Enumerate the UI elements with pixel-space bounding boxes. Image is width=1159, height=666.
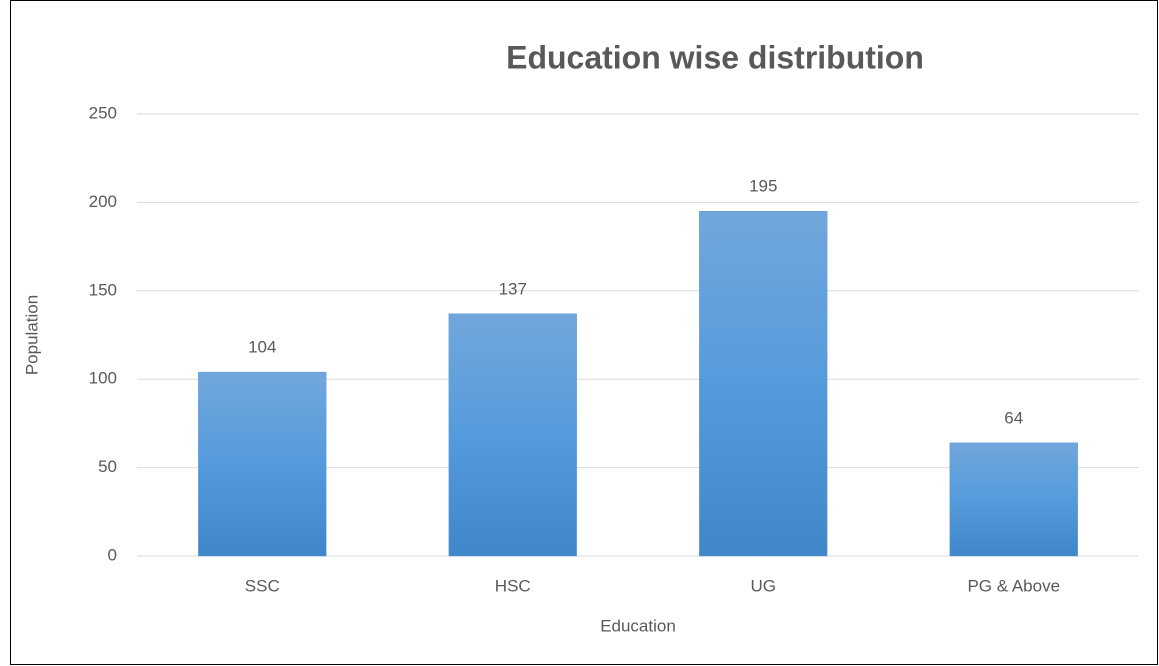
y-tick-label: 150	[89, 280, 117, 299]
y-tick-label: 100	[89, 369, 117, 388]
bar	[448, 313, 577, 557]
y-axis-title: Population	[22, 295, 41, 375]
chart-title: Education wise distribution	[506, 39, 924, 75]
x-tick-label: HSC	[495, 576, 531, 595]
y-tick-label: 250	[89, 103, 117, 122]
chart-frame	[10, 0, 1158, 665]
data-label: 137	[499, 279, 527, 298]
y-tick-label: 200	[89, 192, 117, 211]
x-axis-title: Education	[600, 616, 676, 635]
data-label: 104	[248, 338, 276, 357]
bar	[699, 210, 828, 557]
x-tick-label: SSC	[245, 576, 280, 595]
y-tick-label: 0	[108, 545, 117, 564]
x-tick-label: UG	[751, 576, 777, 595]
x-tick-label: PG & Above	[967, 576, 1060, 595]
bar	[198, 371, 327, 557]
bar	[949, 442, 1078, 557]
y-tick-label: 50	[98, 457, 117, 476]
data-label: 64	[1004, 408, 1023, 427]
data-label: 195	[749, 177, 777, 196]
